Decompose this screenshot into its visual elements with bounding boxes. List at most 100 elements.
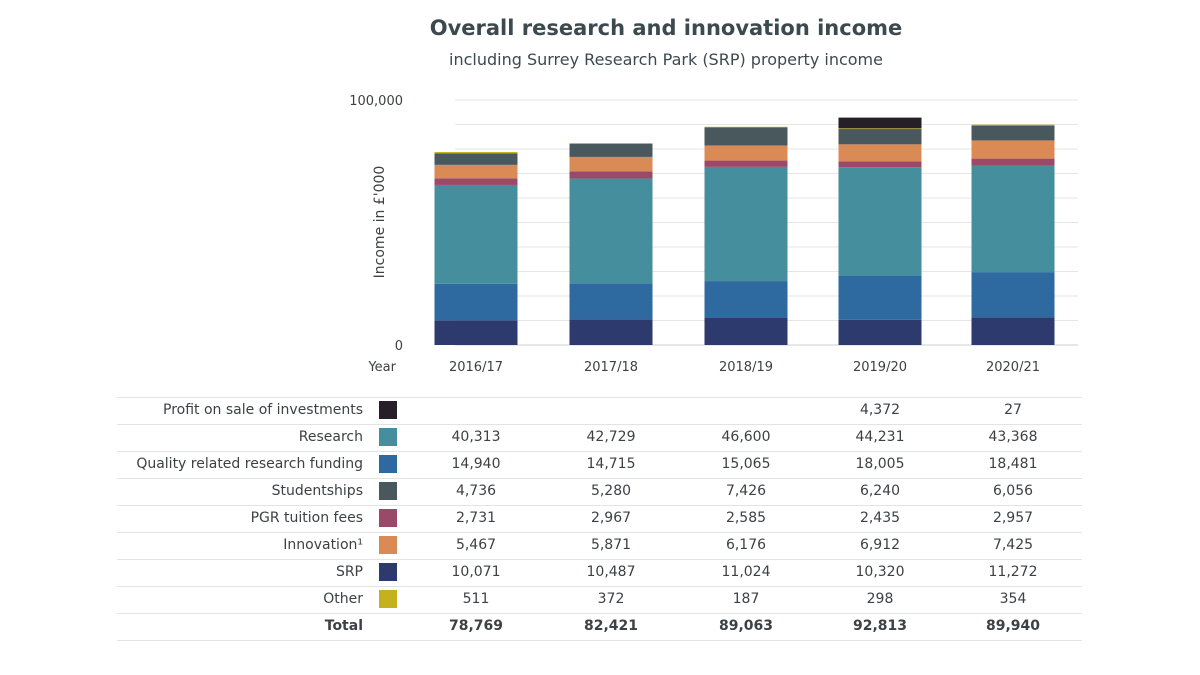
table-cell: 187	[732, 591, 760, 607]
bar-segment	[838, 275, 922, 320]
bar-segment	[704, 145, 788, 161]
bar-segment	[704, 160, 788, 167]
table-cell: 10,320	[855, 564, 905, 580]
total-label: Total	[324, 618, 363, 634]
table-cell: 2,435	[859, 510, 901, 526]
bar-segment	[569, 178, 653, 284]
bar-segment	[971, 272, 1055, 318]
row-label: Quality related research funding	[136, 456, 363, 472]
row-divider	[117, 532, 1082, 533]
bar-segment	[434, 152, 518, 154]
row-label: Research	[298, 429, 363, 445]
table-cell: 298	[866, 591, 894, 607]
total-cell: 82,421	[583, 618, 639, 634]
table-cell: 18,005	[855, 456, 905, 472]
bar-segment	[434, 153, 518, 165]
table-cell: 6,176	[725, 537, 767, 553]
table-cell: 6,056	[992, 483, 1034, 499]
table-cell: 18,481	[988, 456, 1038, 472]
table-cell: 5,280	[590, 483, 632, 499]
row-divider	[117, 559, 1082, 560]
table-cell: 354	[999, 591, 1027, 607]
legend-swatch	[379, 455, 397, 473]
x-axis-label: Year	[367, 360, 396, 375]
row-label: PGR tuition fees	[250, 510, 363, 526]
table-cell: 511	[462, 591, 490, 607]
table-cell	[416, 397, 536, 424]
row-divider	[117, 613, 1082, 614]
y-tick-label: 0	[395, 339, 403, 354]
row-divider	[117, 586, 1082, 587]
bar-segment	[434, 184, 518, 284]
bar-segment	[569, 171, 653, 179]
bar-segment	[434, 320, 518, 345]
table-cell: 10,487	[586, 564, 636, 580]
legend-swatch	[379, 401, 397, 419]
row-label: Studentships	[271, 483, 363, 499]
x-tick-label: 2017/18	[584, 360, 638, 375]
total-cell: 78,769	[448, 618, 504, 634]
table-cell: 46,600	[721, 429, 771, 445]
table-cell: 43,368	[988, 429, 1038, 445]
table-cell: 14,940	[451, 456, 501, 472]
row-label: SRP	[335, 564, 363, 580]
bar-segment	[838, 167, 922, 276]
table-cell: 2,731	[455, 510, 497, 526]
y-axis-label: Income in £'000	[372, 166, 388, 279]
bar-segment	[838, 129, 922, 145]
table-cell	[551, 397, 671, 424]
table-cell: 11,272	[988, 564, 1038, 580]
row-divider	[117, 451, 1082, 452]
x-tick-label: 2018/19	[719, 360, 773, 375]
legend-swatch	[379, 563, 397, 581]
x-tick-label: 2020/21	[986, 360, 1040, 375]
bar-segment	[569, 283, 653, 320]
bar-segment	[971, 158, 1055, 166]
row-label: Other	[323, 591, 363, 607]
bar-segment	[971, 165, 1055, 273]
table-cell: 2,967	[590, 510, 632, 526]
bar-segment	[569, 319, 653, 345]
legend-swatch	[379, 536, 397, 554]
bar-segment	[838, 128, 922, 130]
chart-subtitle: including Surrey Research Park (SRP) pro…	[449, 50, 883, 69]
table-cell: 15,065	[721, 456, 771, 472]
bar-segment	[971, 140, 1055, 159]
bar-segment	[704, 166, 788, 282]
legend-swatch	[379, 482, 397, 500]
y-tick-label: 100,000	[349, 94, 403, 109]
table-cell: 42,729	[586, 429, 636, 445]
table-cell: 5,871	[590, 537, 632, 553]
bar-segment	[569, 156, 653, 172]
table-cell: 5,467	[455, 537, 497, 553]
table-cell: 7,426	[725, 483, 767, 499]
legend-swatch	[379, 509, 397, 527]
table-cell: 6,912	[859, 537, 901, 553]
bar-segment	[971, 125, 1055, 141]
row-label: Innovation¹	[283, 537, 363, 553]
bar-segment	[971, 124, 1055, 126]
total-cell: 92,813	[852, 618, 908, 634]
bar-segment	[838, 144, 922, 162]
row-divider	[117, 424, 1082, 425]
bar-segment	[838, 319, 922, 345]
bar-segment	[569, 143, 653, 144]
table-cell: 7,425	[992, 537, 1034, 553]
bar-segment	[971, 317, 1055, 345]
table-cell: 4,372	[859, 402, 901, 418]
bar-segment	[838, 161, 922, 168]
bar-segment	[704, 127, 788, 146]
table-cell: 11,024	[721, 564, 771, 580]
table-cell	[686, 397, 806, 424]
bar-segment	[434, 283, 518, 321]
bar-segment	[434, 178, 518, 185]
table-cell: 2,957	[992, 510, 1034, 526]
table-cell: 27	[1004, 402, 1022, 418]
total-cell: 89,063	[718, 618, 774, 634]
table-cell: 6,240	[859, 483, 901, 499]
row-label: Profit on sale of investments	[163, 402, 363, 418]
table-cell: 4,736	[455, 483, 497, 499]
bar-segment	[838, 117, 922, 129]
legend-swatch	[379, 590, 397, 608]
row-divider	[117, 640, 1082, 641]
